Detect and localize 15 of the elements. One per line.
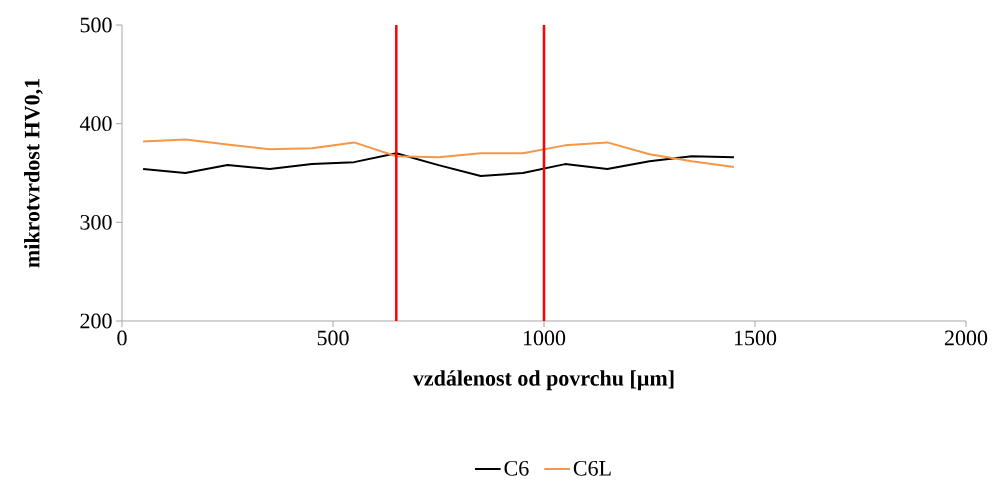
x-tick-label: 1500 [734,330,777,346]
legend-label: C6 [504,460,529,476]
x-tick-label: 2000 [944,330,988,346]
x-tick-label: 500 [317,330,349,346]
y-tick-label: 500 [80,17,112,33]
line-series [142,152,735,177]
x-axis-title: vzdálenost od povrchu [µm] [412,370,674,391]
y-tick-label: 300 [80,214,112,230]
y-tick-label: 200 [80,313,112,329]
legend-label: C6L [573,460,611,476]
y-axis-title: mikrotvrdost HV0,1 [24,79,43,268]
y-tick-label: 400 [79,116,112,132]
x-tick-label: 1000 [523,330,566,346]
x-tick-label: 0 [117,330,127,346]
line-series [142,138,735,169]
